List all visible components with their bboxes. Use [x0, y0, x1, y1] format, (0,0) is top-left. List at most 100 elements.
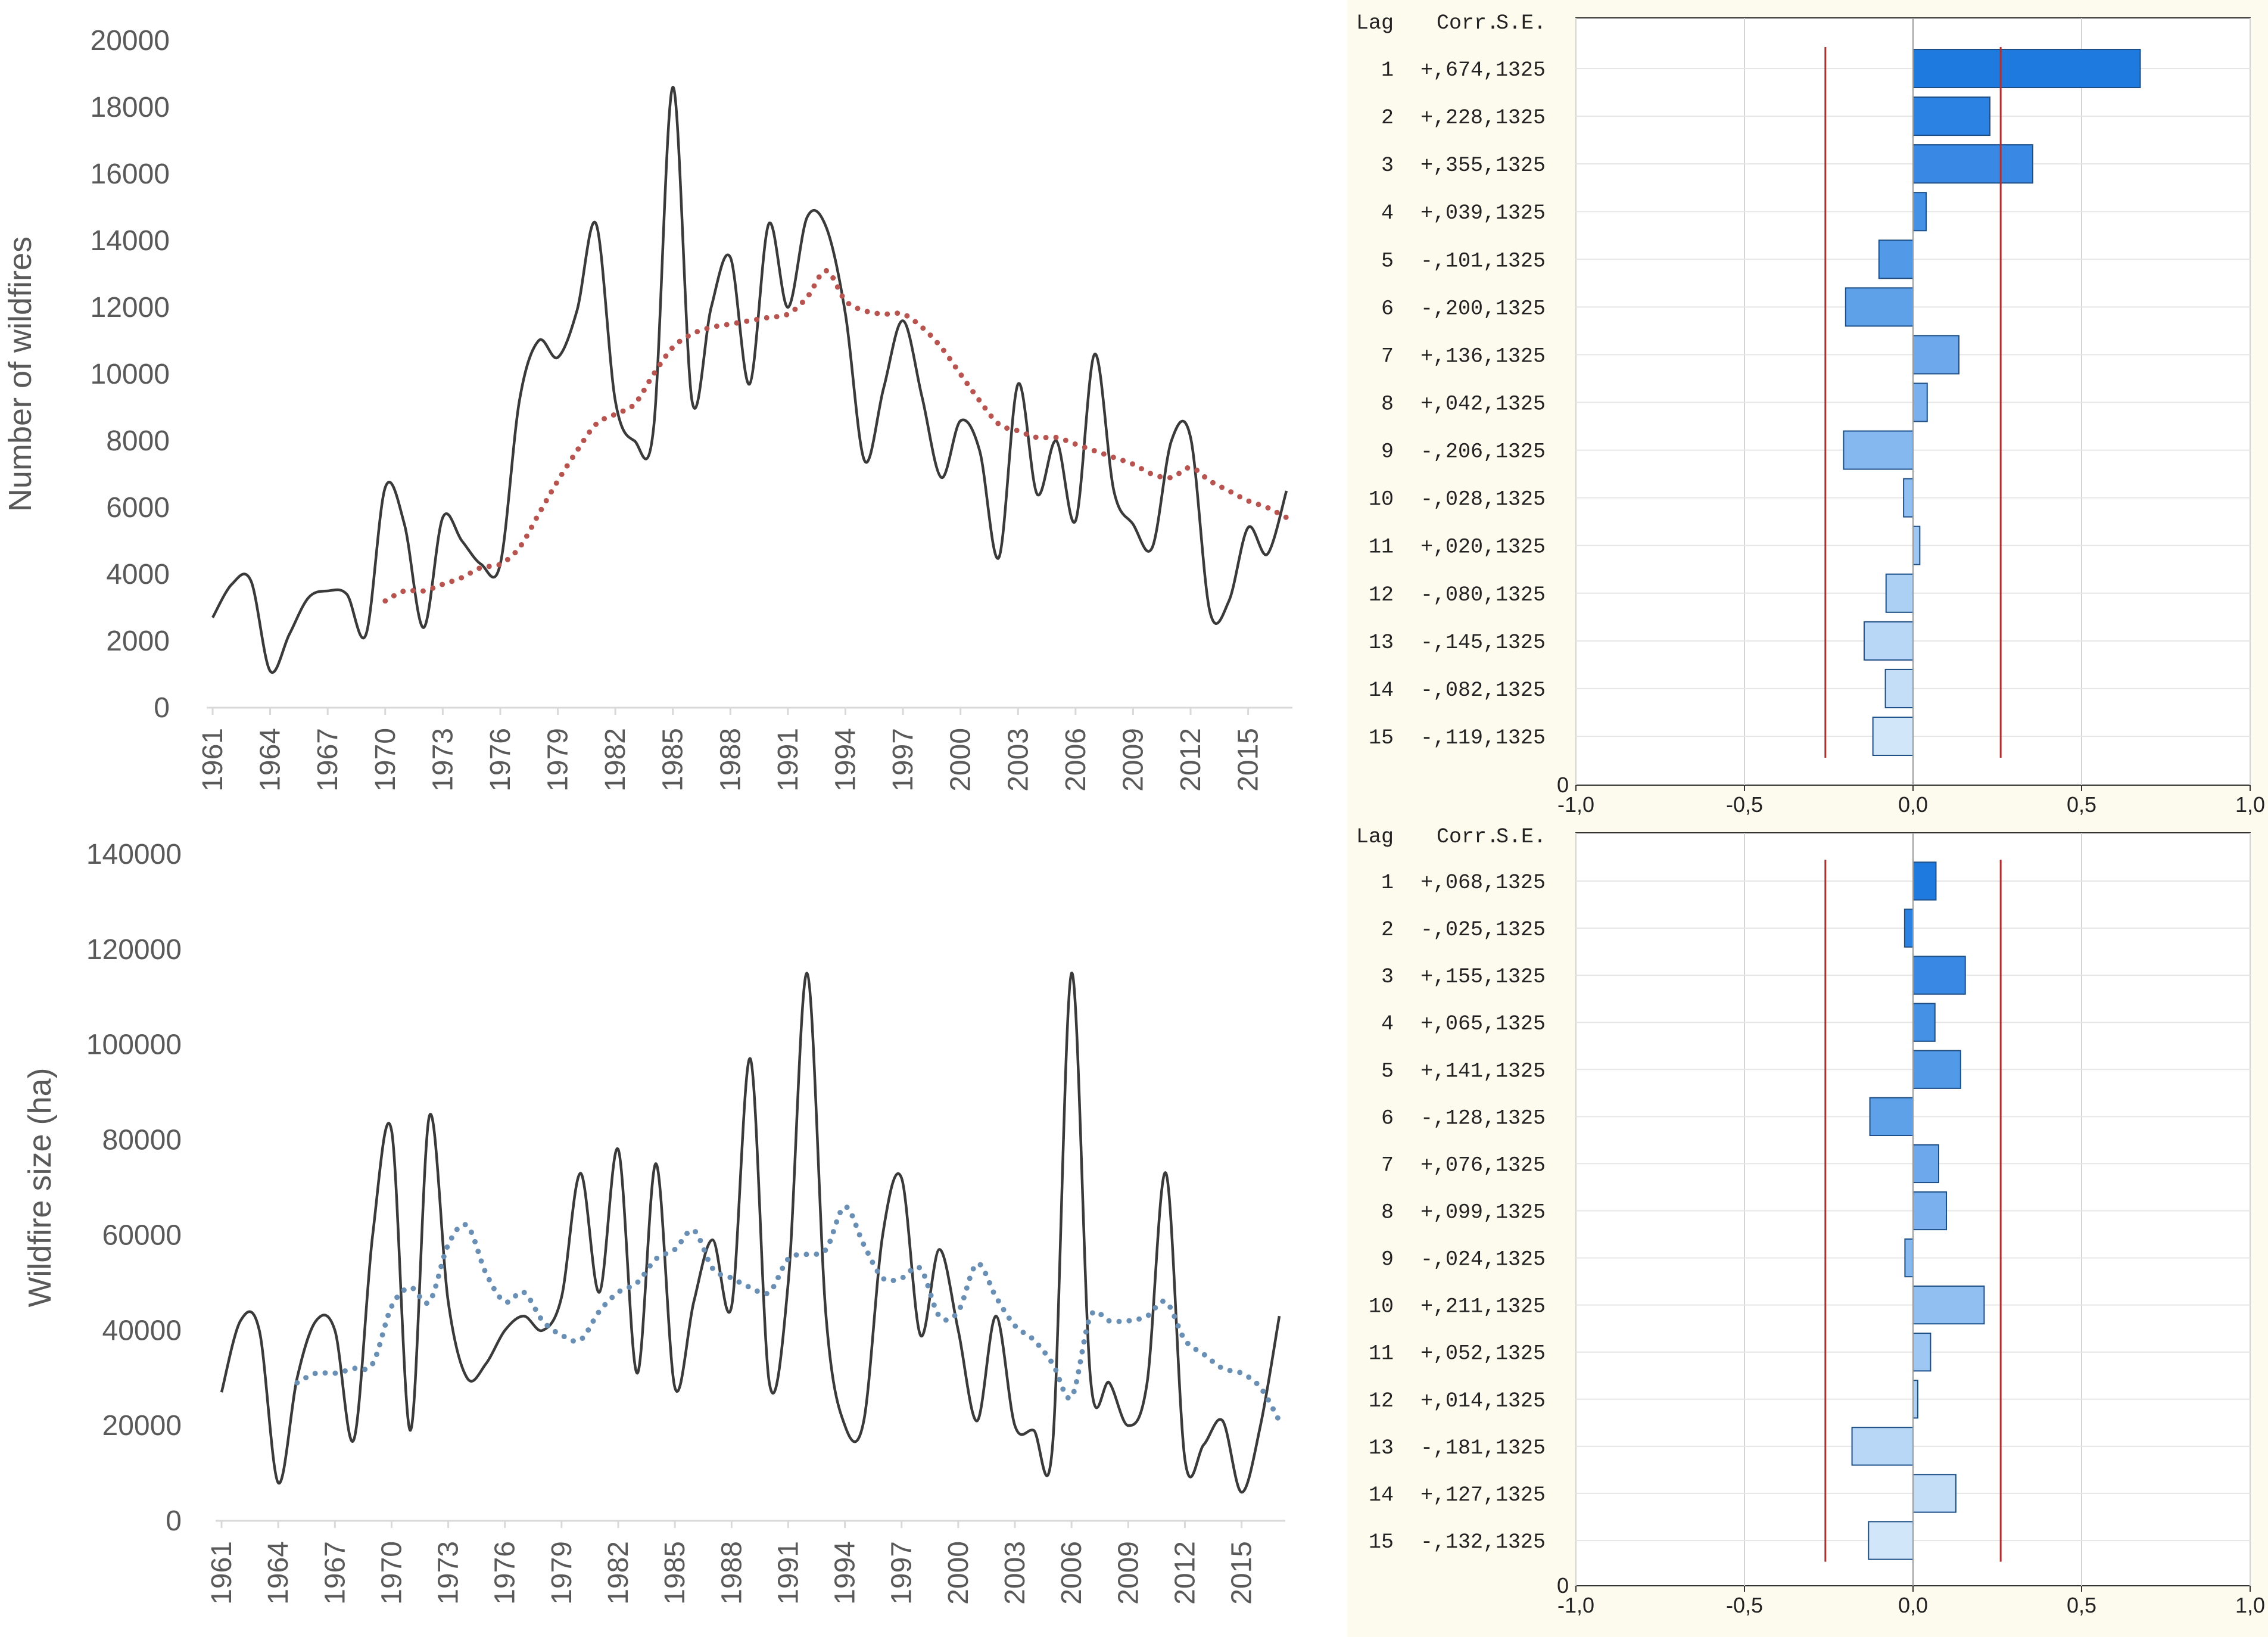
acf-x-tick-label: 0,0: [1898, 1593, 1928, 1617]
acf-lag-label: 9: [1381, 440, 1394, 464]
acf-bar: [1912, 382, 1928, 422]
acf-se-label: ,1325: [1483, 1342, 1546, 1366]
acf-se-label: ,1325: [1483, 1483, 1546, 1507]
acf-bar: [1869, 1097, 1914, 1136]
annual-series-line: [220, 972, 1281, 1494]
y-tick-label: 12000: [91, 292, 170, 323]
acf-corr-label: +,211: [1420, 1295, 1483, 1319]
acf-corr-label: -,200: [1420, 297, 1483, 320]
x-tick-label: 1970: [376, 1541, 407, 1605]
acf-corr-label: +,065: [1420, 1012, 1483, 1036]
acf-bar: [1912, 1474, 1957, 1513]
x-tick-label: 1982: [603, 1541, 634, 1605]
acf-corr-label: -,024: [1420, 1248, 1483, 1272]
x-tick-label: 2006: [1056, 1541, 1088, 1605]
acf-x-tick-label: -0,5: [1726, 792, 1763, 817]
x-tick-label: 1997: [887, 728, 919, 792]
acf-corr-label: -,101: [1420, 249, 1483, 273]
acf-se-label: ,1325: [1483, 1059, 1546, 1083]
acf-se-label: ,1325: [1483, 1106, 1546, 1130]
acf-lag-label: 10: [1369, 1295, 1394, 1319]
y-tick-label: 80000: [102, 1125, 182, 1156]
acf-x-tick-label: -0,5: [1726, 1593, 1763, 1617]
x-tick-label: 1982: [600, 728, 631, 792]
y-tick-label: 0: [166, 1505, 182, 1537]
acf-lag-label: 13: [1369, 631, 1394, 655]
acf-lag-label: 6: [1381, 297, 1394, 320]
x-tick-label: 2000: [943, 1541, 974, 1605]
acf-corr-label: +,141: [1420, 1059, 1483, 1083]
acf-corr-label: +,042: [1420, 393, 1483, 416]
y-tick-label: 100000: [86, 1029, 182, 1061]
x-tick-label: 2006: [1060, 728, 1092, 792]
acf-corr-label: -,082: [1420, 679, 1483, 702]
acf-column-header: S.E.: [1496, 825, 1546, 849]
acf-lag-label: 3: [1381, 154, 1394, 178]
acf-lag-label: 6: [1381, 1106, 1394, 1130]
acf-se-label: ,1325: [1483, 393, 1546, 416]
acf-bar: [1912, 1286, 1985, 1325]
acf-bar: [1903, 478, 1914, 518]
x-tick-label: 1979: [543, 728, 574, 792]
acf-corr-label: +,127: [1420, 1483, 1483, 1507]
acf-x-tick-label: -1,0: [1557, 792, 1594, 817]
acf-lag-label: 2: [1381, 106, 1394, 130]
acf-corr-label: +,052: [1420, 1342, 1483, 1366]
y-tick-label: 20000: [102, 1410, 182, 1442]
acf-lag-label: 8: [1381, 1201, 1394, 1225]
acf-lag-label: 4: [1381, 201, 1394, 225]
acf-se-label: ,1325: [1483, 201, 1546, 225]
acf-lag-label: 14: [1369, 1483, 1394, 1507]
acf-lag-label: 1: [1381, 871, 1394, 895]
x-tick-label: 2015: [1226, 1541, 1258, 1605]
acf-bar: [1912, 1050, 1961, 1089]
x-tick-label: 1964: [263, 1541, 294, 1605]
x-tick-label: 1985: [659, 1541, 691, 1605]
acf-corr-label: -,028: [1420, 488, 1483, 512]
acf-se-label: ,1325: [1483, 154, 1546, 178]
x-tick-label: 1970: [370, 728, 401, 792]
y-tick-label: 8000: [106, 425, 170, 457]
x-tick-label: 1991: [772, 728, 804, 792]
acf-lag-label: 11: [1369, 1342, 1394, 1366]
acf-corr-label: -,181: [1420, 1436, 1483, 1460]
y-tick-label: 140000: [86, 839, 182, 870]
x-tick-label: 1973: [433, 1541, 465, 1605]
y-axis-title: Number of wildfires: [2, 236, 38, 512]
acf-bar: [1912, 1003, 1936, 1042]
acf-bar: [1912, 1191, 1948, 1231]
acf-corr-label: -,132: [1420, 1530, 1483, 1554]
acf-x-tick-label: 1,0: [2235, 792, 2265, 817]
acf-se-label: ,1325: [1483, 488, 1546, 512]
moving-average-line: [294, 1204, 1282, 1424]
x-tick-label: 1991: [772, 1541, 804, 1605]
acf-lag-label: 15: [1369, 726, 1394, 750]
acf-lag-label: 12: [1369, 1389, 1394, 1413]
acf-se-label: ,1325: [1483, 106, 1546, 130]
acf-se-label: ,1325: [1483, 249, 1546, 273]
acf-bar: [1863, 621, 1914, 661]
acf-lag-label: 13: [1369, 1436, 1394, 1460]
x-tick-label: 1967: [312, 728, 344, 792]
x-tick-label: 2009: [1117, 728, 1149, 792]
acf-corr-label: +,155: [1420, 965, 1483, 989]
acf-bar: [1884, 668, 1914, 708]
y-tick-label: 2000: [106, 625, 170, 657]
acf-column-header: Lag: [1356, 825, 1394, 849]
x-tick-label: 1961: [197, 728, 229, 792]
x-tick-label: 2012: [1169, 1541, 1201, 1605]
moving-average-line: [382, 267, 1289, 604]
x-tick-label: 1985: [658, 728, 689, 792]
acf-bar: [1912, 1144, 1940, 1184]
acf-bar: [1878, 239, 1914, 279]
x-tick-label: 1994: [830, 1541, 861, 1605]
acf-se-label: ,1325: [1483, 58, 1546, 82]
x-tick-label: 1964: [255, 728, 286, 792]
acf-corr-label: +,228: [1420, 106, 1483, 130]
acf-bar: [1845, 287, 1914, 327]
x-tick-label: 2003: [999, 1541, 1031, 1605]
acf-se-label: ,1325: [1483, 1012, 1546, 1036]
x-tick-label: 1994: [830, 728, 861, 792]
y-tick-label: 10000: [91, 359, 170, 390]
y-tick-label: 4000: [106, 559, 170, 590]
